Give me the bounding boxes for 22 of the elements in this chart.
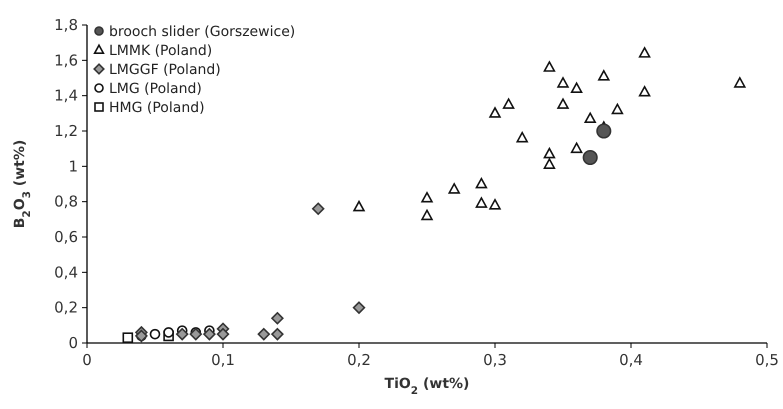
x-tick-label: 0: [82, 351, 92, 369]
x-tick-label: 0,1: [211, 351, 235, 369]
legend-label: HMG (Poland): [109, 100, 205, 116]
x-tick-label: 0,3: [483, 351, 507, 369]
y-tick-label: 1,4: [54, 86, 78, 105]
x-tick-label: 0,2: [347, 351, 371, 369]
y-tick-label: 1,8: [54, 16, 78, 34]
x-tick-label: 0,4: [619, 351, 643, 369]
y-tick-label: 1: [68, 157, 78, 176]
y-tick-label: 1,2: [54, 122, 78, 140]
legend-label: brooch slider (Gorszewice): [109, 24, 296, 40]
legend-label: LMMK (Poland): [109, 43, 212, 59]
y-tick-label: 1,6: [54, 51, 78, 70]
y-tick-label: 0,2: [54, 298, 78, 317]
y-tick-label: 0: [68, 334, 78, 352]
y-tick-label: 0,4: [54, 263, 78, 282]
y-tick-label: 0,6: [54, 228, 78, 246]
x-tick-label: 0,5: [755, 351, 779, 369]
y-tick-label: 0,8: [54, 192, 78, 211]
x-axis-title: TiO$_{2}$ (wt%): [384, 376, 470, 397]
legend-label: LMG (Poland): [109, 81, 202, 97]
legend-label: LMGGF (Poland): [109, 62, 221, 78]
